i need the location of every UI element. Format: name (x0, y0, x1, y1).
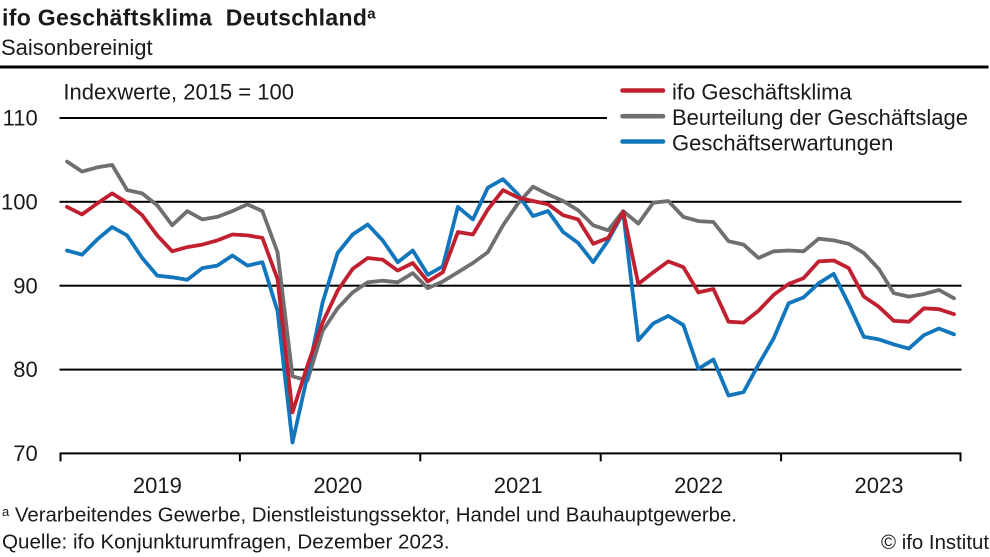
svg-text:a Verarbeitendes Gewerbe, Dien: a Verarbeitendes Gewerbe, Dienstleistung… (2, 504, 737, 527)
svg-text:2023: 2023 (855, 473, 904, 498)
svg-text:Saisonbereinigt: Saisonbereinigt (1, 35, 153, 60)
svg-text:70: 70 (13, 441, 37, 466)
svg-text:2022: 2022 (674, 473, 723, 498)
svg-text:ifo Geschäftsklima: ifo Geschäftsklima (672, 79, 852, 104)
svg-text:Geschäftserwartungen: Geschäftserwartungen (672, 130, 893, 155)
svg-text:2019: 2019 (133, 473, 182, 498)
svg-text:80: 80 (13, 357, 37, 382)
svg-text:ifo Geschäftsklima Deutschlan: ifo Geschäftsklima Deutschlanda (2, 5, 376, 31)
svg-text:2021: 2021 (494, 473, 543, 498)
svg-text:2020: 2020 (313, 473, 362, 498)
svg-text:100: 100 (1, 189, 38, 214)
svg-text:Indexwerte, 2015 = 100: Indexwerte, 2015 = 100 (63, 80, 294, 105)
svg-text:110: 110 (3, 106, 38, 131)
svg-text:© ifo Institut: © ifo Institut (881, 532, 989, 554)
svg-text:Beurteilung der Geschäftslage: Beurteilung der Geschäftslage (672, 105, 968, 130)
svg-text:90: 90 (13, 273, 37, 298)
svg-text:Quelle: ifo Konjunkturumfragen: Quelle: ifo Konjunkturumfragen, Dezember… (2, 530, 450, 553)
